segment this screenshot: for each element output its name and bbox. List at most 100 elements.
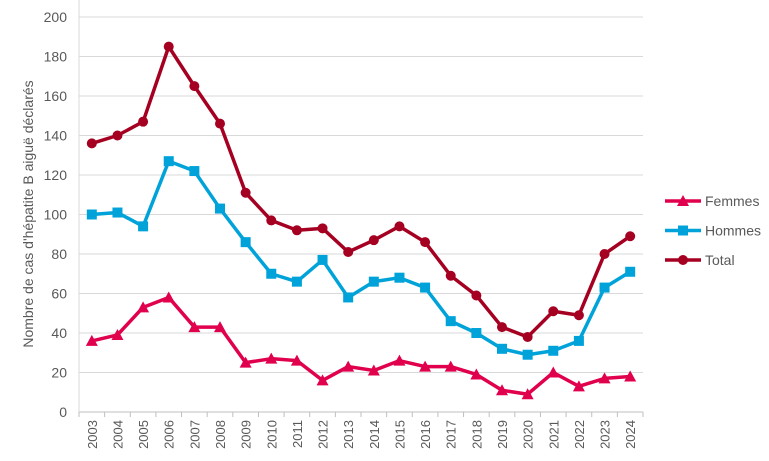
series-group	[85, 41, 637, 400]
data-point	[112, 130, 123, 141]
data-point	[137, 301, 150, 313]
data-point	[240, 187, 251, 198]
data-point	[291, 276, 302, 287]
data-point	[188, 321, 201, 333]
legend-label: Total	[705, 252, 735, 268]
data-point	[189, 81, 200, 92]
data-point	[573, 310, 584, 321]
x-tick-label: 2011	[290, 420, 305, 448]
legend-marker	[678, 225, 688, 236]
y-tick-label: 100	[44, 207, 68, 223]
data-point	[266, 215, 277, 226]
data-point	[214, 321, 226, 333]
x-tick-label: 2005	[136, 420, 151, 449]
data-point	[497, 322, 507, 333]
data-point	[625, 231, 636, 242]
gridlines	[79, 16, 643, 373]
x-tick-label: 2018	[469, 420, 484, 449]
data-point	[496, 384, 508, 396]
x-tick-label: 2014	[367, 420, 382, 449]
data-point	[343, 292, 354, 303]
y-tick-label: 40	[51, 325, 67, 341]
data-point	[317, 254, 328, 265]
y-tick-label: 0	[59, 404, 67, 420]
y-axis-label: Nombre de cas d'hépatite B aiguë déclaré…	[20, 80, 36, 347]
data-point	[162, 291, 175, 303]
y-tick-label: 160	[44, 88, 68, 104]
data-point	[86, 138, 97, 149]
data-point	[420, 237, 431, 248]
data-point	[471, 290, 482, 301]
x-tick-label: 2022	[572, 420, 587, 449]
y-tick-label: 140	[44, 128, 68, 144]
data-point	[599, 282, 610, 293]
x-tick-label: 2017	[444, 420, 459, 449]
legend-item-hommes: Hommes	[665, 223, 761, 239]
data-point	[548, 306, 559, 317]
data-point	[317, 223, 328, 234]
data-point	[470, 368, 483, 380]
data-point	[625, 266, 636, 277]
x-tick-label: 2008	[213, 420, 228, 449]
data-point	[497, 343, 507, 354]
series-femmes	[85, 291, 637, 400]
data-point	[521, 388, 534, 400]
data-point	[291, 225, 302, 236]
legend: Femmes Hommes Total	[665, 193, 761, 268]
data-point	[215, 118, 225, 129]
data-point	[239, 356, 252, 368]
x-tick-label: 2006	[162, 420, 177, 449]
y-tick-label: 80	[51, 246, 67, 262]
series-line	[91, 295, 631, 396]
data-point	[265, 352, 278, 364]
data-point	[368, 276, 379, 287]
data-point	[599, 249, 610, 259]
x-tick-label: 2007	[187, 420, 202, 449]
data-point	[86, 209, 97, 220]
data-point	[342, 360, 355, 372]
x-tick-label: 2013	[341, 420, 356, 449]
x-tick-label: 2015	[392, 420, 407, 449]
data-point	[444, 360, 457, 372]
data-point	[368, 235, 379, 246]
data-point	[290, 354, 303, 366]
data-point	[572, 380, 585, 392]
data-point	[367, 364, 380, 376]
y-tick-label: 200	[44, 9, 68, 25]
data-point	[240, 237, 251, 248]
data-point	[522, 331, 533, 342]
y-tick-label: 120	[44, 167, 68, 183]
data-point	[266, 268, 277, 279]
x-tick-label: 2024	[623, 420, 638, 449]
y-tick-label: 20	[51, 365, 67, 381]
data-point	[393, 354, 406, 366]
axes: 0 20 40 60 80 100 120 140 160 180 200 2003 2004 2005 2…	[44, 0, 644, 449]
x-tick-label: 2009	[239, 420, 254, 449]
legend-marker	[677, 195, 689, 206]
data-point	[420, 282, 431, 293]
x-tick-label: 2023	[598, 420, 613, 449]
data-point	[547, 366, 560, 378]
data-point	[598, 372, 611, 384]
data-point	[138, 116, 149, 127]
data-point	[163, 41, 174, 52]
data-point	[573, 335, 584, 346]
x-tick-label: 2020	[521, 420, 536, 449]
data-point	[343, 247, 354, 258]
series-total	[86, 41, 636, 342]
legend-item-total: Total	[665, 252, 735, 268]
x-tick-label: 2019	[495, 420, 510, 449]
x-tick-label: 2003	[85, 420, 100, 449]
data-point	[471, 328, 482, 338]
legend-marker	[678, 255, 688, 265]
x-tick-label: 2010	[264, 420, 279, 449]
data-point	[189, 166, 200, 177]
x-tick-label: 2012	[316, 420, 331, 449]
data-point	[394, 272, 405, 283]
series-hommes	[86, 156, 636, 360]
data-point	[163, 156, 174, 167]
legend-item-femmes: Femmes	[665, 193, 759, 209]
data-point	[394, 221, 405, 232]
